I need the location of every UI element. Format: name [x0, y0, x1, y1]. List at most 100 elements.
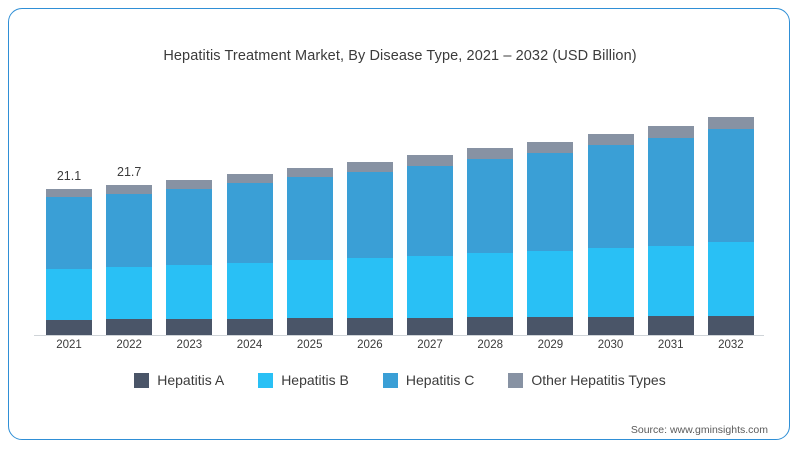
bar-segment[interactable] [407, 255, 454, 318]
bar-stack [467, 148, 514, 335]
bar-segment[interactable] [346, 257, 393, 319]
bar-segment[interactable] [527, 141, 574, 153]
bar-column[interactable]: 21.7 [106, 100, 153, 335]
x-axis-tick-label: 2029 [537, 339, 564, 351]
bar-segment[interactable] [346, 171, 393, 258]
bar-segment[interactable] [467, 317, 514, 335]
bar-segment[interactable] [587, 248, 634, 317]
legend-label: Hepatitis C [405, 372, 475, 388]
bar-segment[interactable] [407, 165, 454, 256]
bar-group: 21.1 21.7 [40, 100, 760, 335]
bar-segment[interactable] [527, 250, 574, 318]
x-axis-labels: 2021 2022 2023 2024 2025 2026 2027 2028 2029 2030… [40, 339, 760, 359]
x-axis-tick-label: 2032 [718, 339, 744, 351]
bar-stack [106, 185, 153, 335]
bar-stack [587, 133, 634, 335]
legend-label: Hepatitis B [281, 372, 349, 388]
bar-column[interactable] [407, 100, 454, 335]
bar-column[interactable] [467, 100, 514, 335]
bar-segment[interactable] [707, 116, 754, 130]
bar-segment[interactable] [106, 319, 153, 335]
bar-segment[interactable] [467, 148, 514, 160]
plot-area: 21.1 21.7 [40, 100, 760, 335]
legend-item[interactable]: Hepatitis A [134, 372, 224, 388]
legend-item[interactable]: Other Hepatitis Types [508, 372, 666, 388]
bar-segment[interactable] [46, 319, 92, 335]
bar-segment[interactable] [587, 145, 634, 249]
bar-segment[interactable] [46, 189, 92, 198]
bar-column[interactable] [226, 100, 273, 335]
bar-segment[interactable] [286, 260, 333, 319]
x-axis-tick-label: 2023 [176, 339, 203, 351]
x-axis-tick-label: 2022 [116, 339, 142, 351]
bar-stack [527, 141, 574, 335]
source-note: Source: www.gminsights.com [630, 424, 768, 436]
bar-segment[interactable] [527, 317, 574, 335]
bar-stack [286, 167, 333, 335]
bar-stack [647, 126, 694, 335]
bar-segment[interactable] [346, 161, 393, 172]
bar-column[interactable] [527, 100, 574, 335]
x-axis-tick-label: 2028 [477, 339, 503, 351]
bar-segment[interactable] [346, 318, 393, 335]
legend-swatch-icon [134, 372, 150, 388]
bar-segment[interactable] [46, 268, 92, 320]
bar-segment[interactable] [647, 126, 694, 139]
legend-swatch-icon [508, 372, 524, 388]
x-axis-line [34, 335, 764, 336]
bar-column[interactable]: 21.1 [46, 100, 92, 335]
bar-column[interactable] [346, 100, 393, 335]
legend-label: Hepatitis A [157, 372, 225, 388]
bar-segment[interactable] [707, 242, 754, 316]
bar-segment[interactable] [106, 185, 153, 194]
bar-segment[interactable] [226, 318, 273, 335]
bar-column[interactable] [647, 100, 694, 335]
legend-item[interactable]: Hepatitis C [382, 372, 475, 388]
bar-column[interactable] [286, 100, 333, 335]
bar-segment[interactable] [647, 138, 694, 246]
bar-segment[interactable] [106, 193, 153, 267]
legend-item[interactable]: Hepatitis B [258, 372, 349, 388]
bar-segment[interactable] [106, 266, 153, 320]
x-axis-tick-label: 2026 [357, 339, 383, 351]
bar-value-label: 21.1 [56, 169, 82, 184]
bar-stack [166, 180, 213, 335]
legend-swatch-icon [258, 372, 274, 388]
bar-segment[interactable] [226, 174, 273, 184]
bar-segment[interactable] [286, 177, 333, 261]
bar-segment[interactable] [226, 183, 273, 263]
bar-segment[interactable] [407, 155, 454, 166]
bar-segment[interactable] [527, 152, 574, 251]
bar-segment[interactable] [647, 316, 694, 335]
bar-stack [46, 189, 92, 335]
bar-segment[interactable] [166, 265, 213, 320]
bar-segment[interactable] [46, 197, 92, 269]
bar-segment[interactable] [166, 180, 213, 190]
bar-segment[interactable] [707, 129, 754, 243]
bar-segment[interactable] [647, 245, 694, 317]
x-axis-tick-label: 2027 [417, 339, 443, 351]
bar-segment[interactable] [407, 317, 454, 335]
bar-segment[interactable] [587, 316, 634, 335]
bar-segment[interactable] [587, 133, 634, 146]
bar-column[interactable] [707, 100, 754, 335]
x-axis-tick-label: 2024 [236, 339, 263, 351]
bar-segment[interactable] [166, 319, 213, 335]
bar-stack [226, 174, 273, 335]
x-axis-tick-label: 2021 [56, 339, 82, 351]
bar-segment[interactable] [467, 253, 514, 318]
bar-segment[interactable] [226, 262, 273, 319]
bar-column[interactable] [166, 100, 213, 335]
x-axis-tick-label: 2030 [597, 339, 624, 351]
bar-segment[interactable] [286, 167, 333, 178]
bar-segment[interactable] [707, 315, 754, 335]
bar-segment[interactable] [166, 189, 213, 266]
legend-swatch-icon [382, 372, 398, 388]
bar-segment[interactable] [286, 318, 333, 335]
chart-title: Hepatitis Treatment Market, By Disease T… [163, 48, 637, 64]
bar-column[interactable] [587, 100, 634, 335]
x-axis-tick-label: 2031 [657, 339, 684, 351]
bar-segment[interactable] [467, 159, 514, 254]
bar-stack [346, 161, 393, 335]
legend-label: Other Hepatitis Types [531, 372, 666, 388]
